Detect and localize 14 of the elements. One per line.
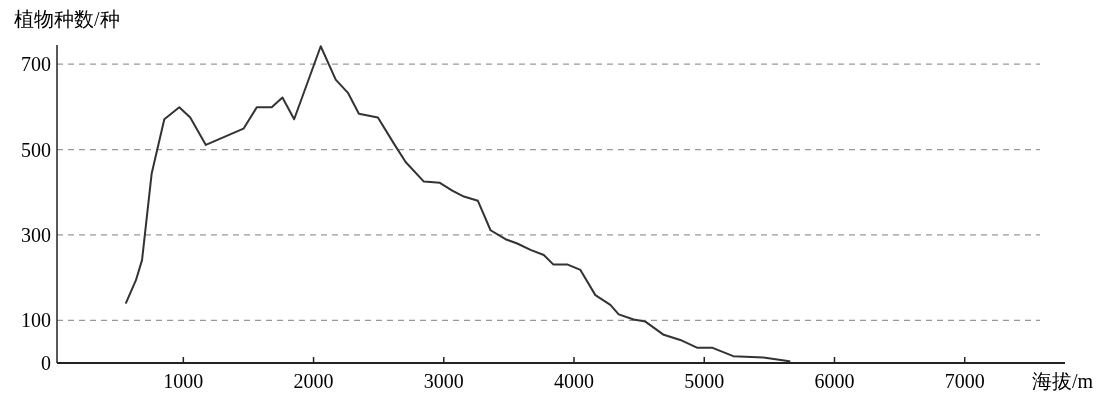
x-tick-label: 5000 [684,370,725,392]
x-tick-label: 6000 [814,370,855,392]
x-tick-label: 3000 [423,370,464,392]
x-tick-label: 1000 [163,370,204,392]
y-tick-label: 500 [21,138,51,161]
y-tick-label: 0 [41,352,51,374]
y-axis-title: 植物种数/种 [14,8,120,30]
y-tick-label: 300 [21,223,51,246]
y-tick-label: 100 [21,309,51,332]
x-tick-label: 7000 [944,370,985,392]
x-tick-label: 4000 [554,370,595,392]
y-tick-label: 700 [21,53,51,76]
x-axis-title: 海拔/m [1031,370,1094,392]
x-tick-label: 2000 [293,370,334,392]
